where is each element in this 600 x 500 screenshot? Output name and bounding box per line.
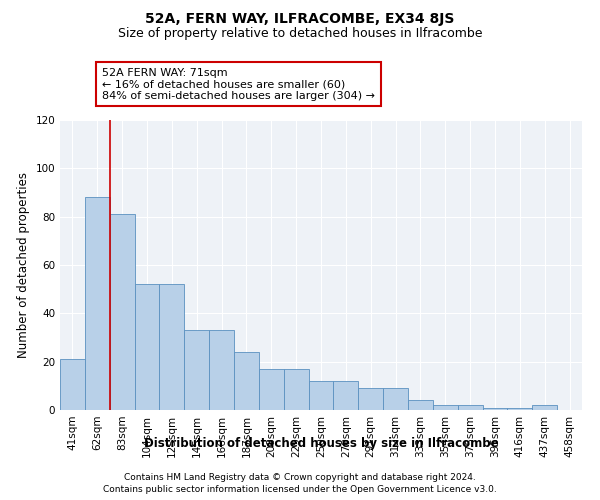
Bar (433, 405, 458, 410)
Bar (60, 359, 85, 410)
Bar (508, 408, 532, 410)
Bar (458, 405, 482, 410)
Text: Size of property relative to detached houses in Ilfracombe: Size of property relative to detached ho… (118, 28, 482, 40)
Text: Distribution of detached houses by size in Ilfracombe: Distribution of detached houses by size … (143, 438, 499, 450)
Bar (408, 400, 433, 410)
Bar (160, 284, 184, 410)
Y-axis label: Number of detached properties: Number of detached properties (17, 172, 30, 358)
Text: 52A FERN WAY: 71sqm
← 16% of detached houses are smaller (60)
84% of semi-detach: 52A FERN WAY: 71sqm ← 16% of detached ho… (102, 68, 375, 100)
Bar (334, 381, 358, 410)
Bar (234, 352, 259, 410)
Bar (383, 388, 408, 410)
Bar (532, 405, 557, 410)
Bar (85, 198, 110, 410)
Bar (209, 330, 234, 410)
Text: Contains HM Land Registry data © Crown copyright and database right 2024.: Contains HM Land Registry data © Crown c… (124, 472, 476, 482)
Bar (110, 214, 134, 410)
Bar (482, 408, 508, 410)
Text: 52A, FERN WAY, ILFRACOMBE, EX34 8JS: 52A, FERN WAY, ILFRACOMBE, EX34 8JS (145, 12, 455, 26)
Bar (184, 330, 209, 410)
Bar (284, 369, 308, 410)
Bar (134, 284, 160, 410)
Bar (358, 388, 383, 410)
Bar (308, 381, 334, 410)
Bar (259, 369, 284, 410)
Text: Contains public sector information licensed under the Open Government Licence v3: Contains public sector information licen… (103, 485, 497, 494)
